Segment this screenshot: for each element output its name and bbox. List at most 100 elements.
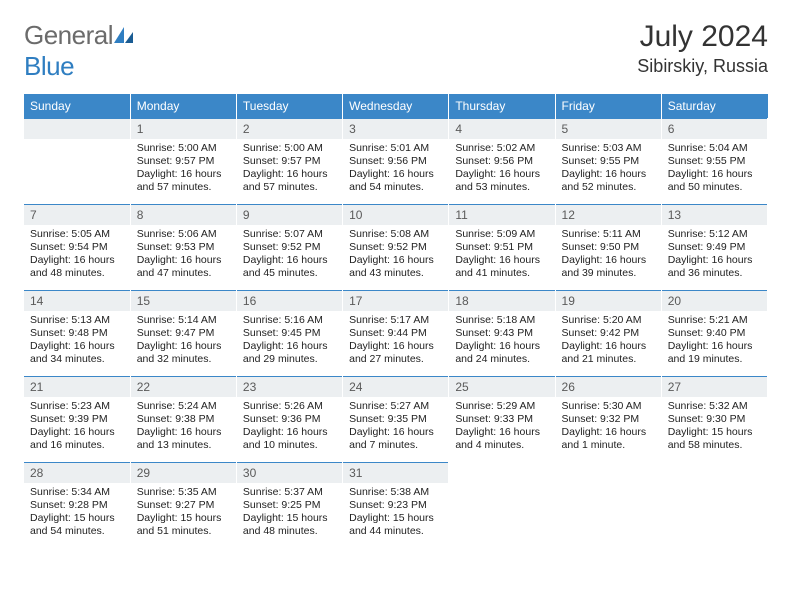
daylight-line1: Daylight: 15 hours [30, 512, 124, 525]
weekday-header: Saturday [661, 94, 767, 118]
day-info: Sunrise: 5:26 AMSunset: 9:36 PMDaylight:… [237, 397, 342, 458]
day-info: Sunrise: 5:20 AMSunset: 9:42 PMDaylight:… [556, 311, 661, 372]
sunrise-text: Sunrise: 5:27 AM [349, 400, 442, 413]
sunset-text: Sunset: 9:56 PM [349, 155, 442, 168]
sunset-text: Sunset: 9:42 PM [562, 327, 655, 340]
calendar-day: 15Sunrise: 5:14 AMSunset: 9:47 PMDayligh… [130, 290, 236, 376]
day-number: 19 [556, 290, 661, 311]
calendar-day [661, 462, 767, 548]
day-number: 22 [131, 376, 236, 397]
daylight-line1: Daylight: 16 hours [243, 254, 336, 267]
daylight-line2: and 19 minutes. [668, 353, 761, 366]
sunset-text: Sunset: 9:44 PM [349, 327, 442, 340]
daylight-line1: Daylight: 16 hours [137, 168, 230, 181]
calendar-day: 13Sunrise: 5:12 AMSunset: 9:49 PMDayligh… [661, 204, 767, 290]
daylight-line1: Daylight: 16 hours [562, 168, 655, 181]
daylight-line1: Daylight: 16 hours [30, 254, 124, 267]
daylight-line1: Daylight: 16 hours [30, 426, 124, 439]
day-number: 2 [237, 118, 342, 139]
logo-part1: General [24, 20, 113, 50]
calendar-day: 11Sunrise: 5:09 AMSunset: 9:51 PMDayligh… [449, 204, 555, 290]
day-info: Sunrise: 5:08 AMSunset: 9:52 PMDaylight:… [343, 225, 448, 286]
day-info: Sunrise: 5:03 AMSunset: 9:55 PMDaylight:… [556, 139, 661, 200]
calendar-day: 17Sunrise: 5:17 AMSunset: 9:44 PMDayligh… [343, 290, 449, 376]
day-info: Sunrise: 5:37 AMSunset: 9:25 PMDaylight:… [237, 483, 342, 544]
calendar-day: 9Sunrise: 5:07 AMSunset: 9:52 PMDaylight… [236, 204, 342, 290]
sunrise-text: Sunrise: 5:16 AM [243, 314, 336, 327]
daylight-line2: and 54 minutes. [349, 181, 442, 194]
daylight-line2: and 45 minutes. [243, 267, 336, 280]
sunset-text: Sunset: 9:32 PM [562, 413, 655, 426]
day-info: Sunrise: 5:21 AMSunset: 9:40 PMDaylight:… [662, 311, 767, 372]
day-info: Sunrise: 5:09 AMSunset: 9:51 PMDaylight:… [449, 225, 554, 286]
calendar-day: 8Sunrise: 5:06 AMSunset: 9:53 PMDaylight… [130, 204, 236, 290]
daylight-line2: and 32 minutes. [137, 353, 230, 366]
day-number: 3 [343, 118, 448, 139]
sunset-text: Sunset: 9:55 PM [668, 155, 761, 168]
daylight-line2: and 54 minutes. [30, 525, 124, 538]
weekday-header: Thursday [449, 94, 555, 118]
sunrise-text: Sunrise: 5:32 AM [668, 400, 761, 413]
day-info: Sunrise: 5:32 AMSunset: 9:30 PMDaylight:… [662, 397, 767, 458]
daylight-line2: and 48 minutes. [30, 267, 124, 280]
day-number: 8 [131, 204, 236, 225]
daylight-line2: and 34 minutes. [30, 353, 124, 366]
daylight-line2: and 29 minutes. [243, 353, 336, 366]
sunrise-text: Sunrise: 5:24 AM [137, 400, 230, 413]
calendar-day: 14Sunrise: 5:13 AMSunset: 9:48 PMDayligh… [24, 290, 130, 376]
calendar-day: 3Sunrise: 5:01 AMSunset: 9:56 PMDaylight… [343, 118, 449, 204]
day-number: 17 [343, 290, 448, 311]
calendar-week: 1Sunrise: 5:00 AMSunset: 9:57 PMDaylight… [24, 118, 768, 204]
calendar-head: SundayMondayTuesdayWednesdayThursdayFrid… [24, 94, 768, 118]
sunrise-text: Sunrise: 5:05 AM [30, 228, 124, 241]
sunrise-text: Sunrise: 5:01 AM [349, 142, 442, 155]
day-number: 5 [556, 118, 661, 139]
daylight-line2: and 4 minutes. [455, 439, 548, 452]
day-info: Sunrise: 5:34 AMSunset: 9:28 PMDaylight:… [24, 483, 130, 544]
daylight-line1: Daylight: 16 hours [243, 340, 336, 353]
day-number: 4 [449, 118, 554, 139]
sunset-text: Sunset: 9:49 PM [668, 241, 761, 254]
sunrise-text: Sunrise: 5:38 AM [349, 486, 442, 499]
calendar-day: 23Sunrise: 5:26 AMSunset: 9:36 PMDayligh… [236, 376, 342, 462]
sunrise-text: Sunrise: 5:14 AM [137, 314, 230, 327]
day-info: Sunrise: 5:30 AMSunset: 9:32 PMDaylight:… [556, 397, 661, 458]
daylight-line2: and 36 minutes. [668, 267, 761, 280]
sunrise-text: Sunrise: 5:04 AM [668, 142, 761, 155]
day-number: 11 [449, 204, 554, 225]
day-number: 25 [449, 376, 554, 397]
daylight-line1: Daylight: 16 hours [668, 340, 761, 353]
day-info: Sunrise: 5:00 AMSunset: 9:57 PMDaylight:… [131, 139, 236, 200]
sunset-text: Sunset: 9:57 PM [137, 155, 230, 168]
day-info: Sunrise: 5:07 AMSunset: 9:52 PMDaylight:… [237, 225, 342, 286]
daylight-line1: Daylight: 16 hours [562, 254, 655, 267]
sail-icon [113, 20, 135, 51]
daylight-line2: and 1 minute. [562, 439, 655, 452]
calendar-day: 16Sunrise: 5:16 AMSunset: 9:45 PMDayligh… [236, 290, 342, 376]
calendar-day: 20Sunrise: 5:21 AMSunset: 9:40 PMDayligh… [661, 290, 767, 376]
day-info: Sunrise: 5:02 AMSunset: 9:56 PMDaylight:… [449, 139, 554, 200]
sunrise-text: Sunrise: 5:29 AM [455, 400, 548, 413]
daylight-line1: Daylight: 15 hours [668, 426, 761, 439]
sunrise-text: Sunrise: 5:21 AM [668, 314, 761, 327]
day-info: Sunrise: 5:38 AMSunset: 9:23 PMDaylight:… [343, 483, 448, 544]
daylight-line2: and 50 minutes. [668, 181, 761, 194]
day-number: 21 [24, 376, 130, 397]
day-number: 20 [662, 290, 767, 311]
calendar-table: SundayMondayTuesdayWednesdayThursdayFrid… [24, 94, 768, 548]
location: Sibirskiy, Russia [637, 56, 768, 77]
day-number: 15 [131, 290, 236, 311]
day-number: 13 [662, 204, 767, 225]
daylight-line1: Daylight: 16 hours [349, 340, 442, 353]
daylight-line1: Daylight: 16 hours [30, 340, 124, 353]
day-number: 24 [343, 376, 448, 397]
daylight-line1: Daylight: 16 hours [668, 168, 761, 181]
daylight-line2: and 27 minutes. [349, 353, 442, 366]
calendar-week: 14Sunrise: 5:13 AMSunset: 9:48 PMDayligh… [24, 290, 768, 376]
calendar-week: 7Sunrise: 5:05 AMSunset: 9:54 PMDaylight… [24, 204, 768, 290]
sunset-text: Sunset: 9:50 PM [562, 241, 655, 254]
day-number: 16 [237, 290, 342, 311]
daylight-line2: and 48 minutes. [243, 525, 336, 538]
sunset-text: Sunset: 9:40 PM [668, 327, 761, 340]
day-info: Sunrise: 5:01 AMSunset: 9:56 PMDaylight:… [343, 139, 448, 200]
